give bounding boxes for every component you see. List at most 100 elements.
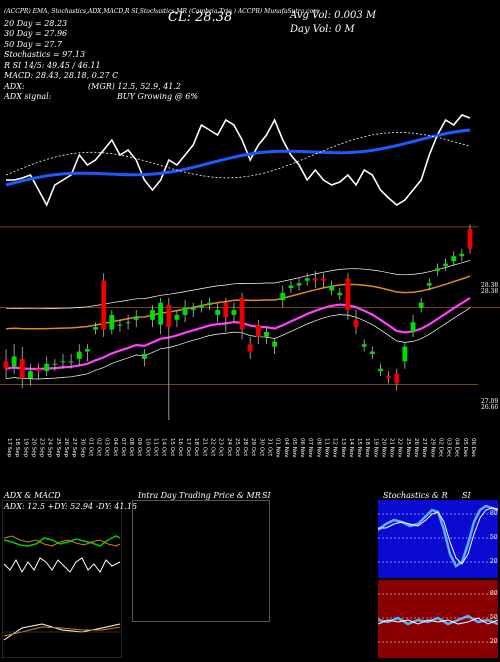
candle-body [378, 368, 383, 372]
date-tick-label: 02 Dec [437, 438, 443, 457]
rsi-svg [377, 580, 499, 658]
date-tick-label: 04 Dec [454, 438, 460, 457]
date-tick-label: 04 Nov [283, 438, 289, 458]
rsi-panel: 80 50 20 [377, 580, 499, 658]
candle-body [435, 268, 440, 271]
candle-body [247, 344, 253, 352]
candle-body [76, 351, 82, 359]
upper-dotted-line [5, 131, 471, 179]
candle-body [174, 314, 180, 320]
ema50-label: 50 Day = 27.7 [4, 40, 63, 49]
stoch-rsi-panel-title-b: SI [462, 491, 471, 500]
ema20-label: 20 Day = 28.23 [4, 19, 68, 28]
candle-body [386, 376, 391, 379]
adx-label: ADX: [4, 82, 25, 91]
adx-macd-panel-title: ADX & MACD [4, 491, 61, 500]
date-tick-label: 19 Sep [22, 438, 28, 458]
date-tick-label: 30 Oct [258, 438, 264, 457]
date-tick-label: 07 Nov [307, 438, 313, 458]
candle-body [150, 310, 155, 320]
candle-body [361, 344, 367, 347]
date-tick-label: 26 Nov [413, 438, 419, 458]
candle-body [207, 302, 212, 306]
ema-long-white-line [5, 260, 471, 310]
day-volume-label: Day Vol: 0 M [290, 24, 355, 35]
date-tick-label: 21 Oct [201, 438, 207, 457]
intraday-panel-title-b: SI [262, 491, 271, 500]
date-tick-label: 18 Sep [14, 438, 20, 458]
candle-body [19, 358, 25, 379]
date-tick-label: 18 Oct [193, 438, 199, 457]
price-label-lower-b: 26.66 [481, 404, 499, 411]
macd-label: MACD: 28.43, 28.18, 0.27 C [4, 71, 119, 80]
candle-body [272, 341, 278, 347]
stoch-tick-20: 20 [490, 558, 498, 565]
price-label-upper-b: 28.38 [481, 288, 499, 295]
macd-line [3, 623, 121, 641]
date-tick-label: 15 Oct [169, 438, 175, 457]
candle-body [117, 324, 123, 326]
date-tick-label: 20 Nov [380, 438, 386, 458]
candle-body [125, 322, 131, 324]
candle-body [304, 278, 310, 281]
candle-body [68, 361, 74, 363]
candle-body [451, 256, 457, 262]
candle-body [296, 283, 302, 286]
date-tick-label: 16 Oct [177, 438, 183, 457]
candle-body [312, 278, 318, 281]
date-tick-label: 25 Oct [234, 438, 240, 457]
candle-body [410, 322, 416, 332]
date-tick-label: 20 Sep [30, 438, 36, 458]
candle-body [426, 283, 432, 286]
adx-line [3, 557, 121, 574]
date-tick-label: 17 Sep [6, 438, 12, 458]
date-tick-label: 15 Nov [356, 438, 362, 458]
candle-body [215, 310, 221, 315]
candle-body [3, 361, 9, 369]
date-tick-label: 31 Oct [266, 438, 272, 457]
date-tick-label: 21 Nov [389, 438, 395, 458]
plus-di-line [3, 535, 121, 547]
candle-body [182, 307, 188, 315]
intraday-panel [132, 500, 270, 622]
ema-50-orange-line [5, 275, 471, 330]
candle-body [443, 263, 448, 266]
date-tick-label: 24 Sep [47, 438, 53, 458]
rsi-line [377, 614, 499, 626]
rsi-label: R SI 14/5: 49.45 / 46.11 [4, 61, 101, 70]
adx-macd-panel: ADX: 12.5 +DY: 52.94 -DY: 41.15 [1, 499, 137, 659]
rsi-tick-50: 50 [490, 614, 498, 621]
date-tick-label: 22 Nov [397, 438, 403, 458]
candle-body [402, 346, 408, 362]
candle-body [52, 363, 58, 365]
date-tick-label: 19 Nov [372, 438, 378, 458]
ema30-label: 30 Day = 27.96 [4, 29, 68, 38]
ema-20-white-line [5, 307, 471, 380]
candle-body [255, 324, 261, 337]
candle-body [11, 356, 17, 367]
date-tick-label: 01 Oct [87, 438, 93, 457]
candle-body [133, 317, 139, 320]
date-tick-label: 05 Dec [462, 438, 468, 457]
upper-oscillator-line [6, 114, 471, 207]
adx-signal-label: ADX signal: [4, 92, 52, 101]
rsi-tick-20: 20 [490, 638, 498, 645]
price-label-upper-a: 28.38 [481, 282, 499, 289]
candle-body [459, 253, 465, 257]
rsi-tick-80: 80 [490, 590, 498, 597]
close-price-label: CL: 28.38 [168, 10, 233, 25]
date-tick-label: 17 Oct [185, 438, 191, 457]
stoch-tick-80: 80 [490, 510, 498, 517]
candle-body [239, 297, 245, 330]
candle-body [158, 302, 164, 325]
candle-body [353, 319, 359, 328]
date-tick-label: 27 Sep [71, 438, 77, 458]
date-tick-label: 11 Nov [323, 438, 329, 458]
candle-body [60, 361, 66, 363]
candle-body [394, 373, 400, 384]
date-tick-label: 02 Oct [96, 438, 102, 457]
date-tick-label: 30 Sep [79, 438, 85, 458]
upper-blue-trend-line [5, 128, 471, 187]
candle-body [264, 332, 269, 337]
date-tick-label: 29 Oct [250, 438, 256, 457]
